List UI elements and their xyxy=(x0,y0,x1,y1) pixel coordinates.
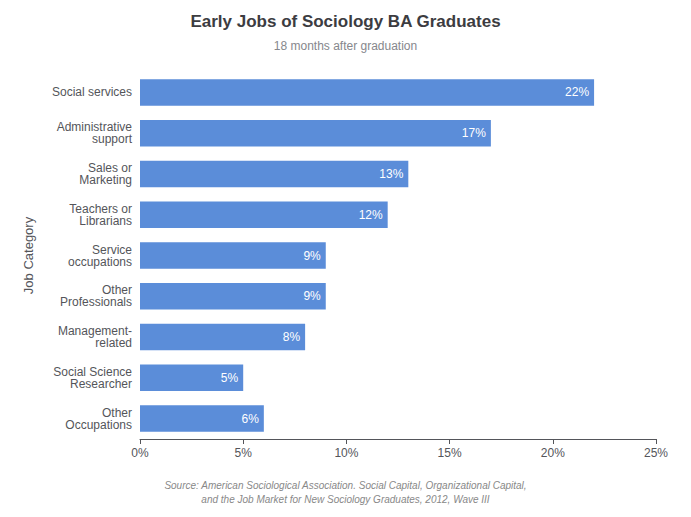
svg-text:13%: 13% xyxy=(379,167,403,181)
svg-text:25%: 25% xyxy=(644,446,668,460)
svg-text:9%: 9% xyxy=(303,289,321,303)
svg-text:Social Science: Social Science xyxy=(53,364,132,379)
svg-text:Teachers or: Teachers or xyxy=(69,201,132,216)
svg-text:Marketing: Marketing xyxy=(79,173,132,187)
svg-text:20%: 20% xyxy=(541,446,565,460)
svg-text:Researcher: Researcher xyxy=(70,377,132,391)
svg-text:related: related xyxy=(95,336,132,350)
svg-text:Occupations: Occupations xyxy=(65,418,132,432)
svg-text:Source: American Sociological: Source: American Sociological Associatio… xyxy=(164,480,526,491)
svg-text:6%: 6% xyxy=(241,412,259,426)
svg-text:Management-: Management- xyxy=(58,324,132,339)
svg-text:0%: 0% xyxy=(131,446,149,460)
svg-text:9%: 9% xyxy=(303,249,321,263)
svg-text:Administrative: Administrative xyxy=(56,120,132,135)
svg-text:17%: 17% xyxy=(462,126,486,140)
svg-text:22%: 22% xyxy=(565,85,589,99)
svg-text:support: support xyxy=(92,132,133,146)
svg-text:Other: Other xyxy=(102,283,132,298)
svg-text:Librarians: Librarians xyxy=(79,214,132,228)
svg-text:Other: Other xyxy=(102,405,132,420)
svg-text:Sales or: Sales or xyxy=(88,160,132,175)
svg-text:12%: 12% xyxy=(359,208,383,222)
svg-text:Early Jobs of Sociology BA Gra: Early Jobs of Sociology BA Graduates xyxy=(190,12,500,31)
svg-text:Professionals: Professionals xyxy=(60,295,132,309)
svg-text:Service: Service xyxy=(92,242,132,257)
svg-text:8%: 8% xyxy=(283,330,301,344)
svg-text:Social services: Social services xyxy=(52,85,132,99)
svg-text:and the Job Market for New Soc: and the Job Market for New Sociology Gra… xyxy=(201,494,490,505)
svg-text:5%: 5% xyxy=(235,446,253,460)
svg-text:10%: 10% xyxy=(334,446,358,460)
svg-text:15%: 15% xyxy=(438,446,462,460)
svg-text:5%: 5% xyxy=(221,371,239,385)
svg-text:occupations: occupations xyxy=(68,255,132,269)
svg-text:Job Category: Job Category xyxy=(21,216,36,294)
svg-text:18 months after graduation: 18 months after graduation xyxy=(274,39,417,53)
